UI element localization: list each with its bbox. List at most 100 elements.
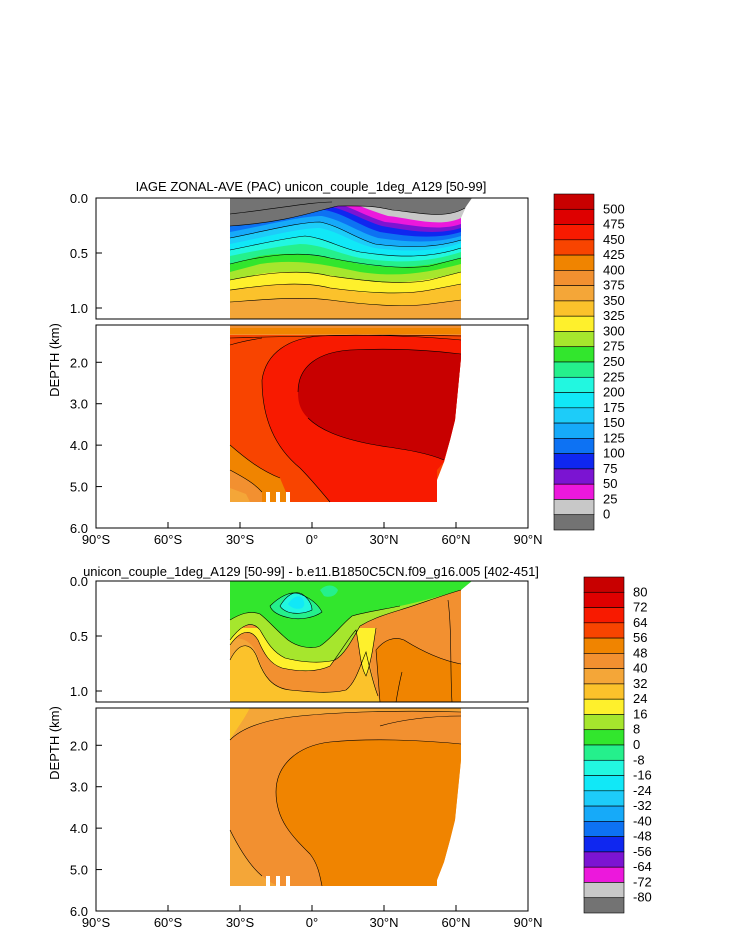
colorbar-swatch: [553, 270, 595, 286]
panel-1-title: IAGE ZONAL-AVE (PAC) unicon_couple_1deg_…: [136, 179, 487, 194]
colorbar-label: 100: [603, 446, 625, 461]
colorbar-swatch: [583, 576, 625, 593]
y-tick-label: 6.0: [70, 904, 88, 919]
colorbar-swatch: [553, 300, 595, 317]
panel-2-ylabel: DEPTH (km): [47, 706, 62, 780]
colorbar-swatch: [553, 331, 595, 348]
colorbar-swatch: [583, 805, 625, 822]
colorbar-label: 0: [633, 737, 640, 752]
colorbar-swatch: [553, 499, 595, 516]
x-tick-label: 0°: [306, 532, 318, 547]
colorbar-label: 24: [633, 691, 647, 706]
colorbar-label: -8: [633, 752, 645, 767]
y-tick-label: 1.0: [70, 684, 88, 699]
colorbar-swatch: [583, 607, 625, 624]
panel-2-upper-frame: [95, 580, 529, 703]
colorbar-label: 475: [603, 217, 625, 232]
colorbar-swatch: [583, 729, 625, 746]
x-tick-label: 0°: [306, 915, 318, 930]
colorbar-label: -48: [633, 829, 652, 844]
x-tick-label: 90°S: [82, 915, 111, 930]
colorbar-label: 125: [603, 430, 625, 445]
y-tick-label: 6.0: [70, 521, 88, 536]
colorbar-label: 16: [633, 706, 647, 721]
colorbar-swatch: [553, 407, 595, 424]
colorbar-label: 0: [603, 507, 610, 522]
colorbar-label: 64: [633, 615, 647, 630]
colorbar-swatch: [583, 790, 625, 807]
colorbar-label: -40: [633, 813, 652, 828]
colorbar-label: 80: [633, 584, 647, 599]
x-tick-label: 60°S: [154, 532, 183, 547]
panel-1-colorbar: 5004754504254003753503253002752502252001…: [553, 193, 625, 531]
colorbar-swatch: [583, 698, 625, 715]
colorbar-label: -64: [633, 859, 652, 874]
colorbar-swatch: [553, 315, 595, 332]
x-tick-label: 90°N: [513, 915, 542, 930]
colorbar-swatch: [583, 622, 625, 639]
colorbar-label: 8: [633, 722, 640, 737]
colorbar-label: 425: [603, 247, 625, 262]
x-tick-label: 30°S: [226, 532, 255, 547]
x-tick-label: 60°S: [154, 915, 183, 930]
colorbar-swatch: [553, 224, 595, 241]
colorbar-swatch: [553, 483, 595, 500]
colorbar-label: -72: [633, 874, 652, 889]
y-tick-label: 3.0: [70, 780, 88, 795]
y-tick-label: 4.0: [70, 821, 88, 836]
colorbar-swatch: [553, 514, 595, 531]
colorbar-label: 75: [603, 461, 617, 476]
y-tick-label: 0.5: [70, 246, 88, 261]
colorbar-label: 32: [633, 676, 647, 691]
y-tick-label: 2.0: [70, 738, 88, 753]
colorbar-label: 50: [603, 476, 617, 491]
panel-2-lower-field: [229, 708, 462, 887]
colorbar-swatch: [583, 683, 625, 700]
colorbar-swatch: [553, 453, 595, 470]
colorbar-swatch: [553, 438, 595, 454]
colorbar-label: 40: [633, 661, 647, 676]
colorbar-label: 250: [603, 354, 625, 369]
x-tick-label: 90°S: [82, 532, 111, 547]
x-tick-label: 30°N: [369, 532, 398, 547]
panel-1-upper-field: [229, 198, 472, 319]
colorbar-swatch: [583, 714, 625, 731]
panel-2-x-axis: 90°S 60°S 30°S 0° 30°N 60°N 90°N: [82, 905, 543, 930]
colorbar-label: 225: [603, 369, 625, 384]
panel-2-upper-field: [229, 581, 472, 702]
colorbar-swatch: [583, 821, 625, 837]
colorbar-swatch: [583, 653, 625, 669]
colorbar-swatch: [553, 193, 595, 210]
colorbar-swatch: [583, 759, 625, 776]
colorbar-swatch: [553, 376, 595, 393]
colorbar-swatch: [553, 254, 595, 271]
panel-1: IAGE ZONAL-AVE (PAC) unicon_couple_1deg_…: [47, 179, 625, 547]
panel-2: unicon_couple_1deg_A129 [50-99] - b.e11.…: [47, 564, 652, 930]
colorbar-label: 48: [633, 645, 647, 660]
colorbar-swatch: [553, 361, 595, 378]
colorbar-label: 275: [603, 339, 625, 354]
colorbar-label: 150: [603, 415, 625, 430]
colorbar-label: -56: [633, 844, 652, 859]
panel-2-colorbar: 80726456484032241680-8-16-24-32-40-48-56…: [583, 576, 652, 914]
colorbar-swatch: [583, 836, 625, 853]
x-tick-label: 60°N: [441, 532, 470, 547]
colorbar-label: 325: [603, 308, 625, 323]
colorbar-label: 500: [603, 201, 625, 216]
y-tick-label: 4.0: [70, 438, 88, 453]
colorbar-swatch: [583, 637, 625, 654]
y-tick-label: 1.0: [70, 301, 88, 316]
y-tick-label: 2.0: [70, 355, 88, 370]
colorbar-swatch: [553, 468, 595, 485]
colorbar-swatch: [583, 897, 625, 914]
colorbar-label: -32: [633, 798, 652, 813]
colorbar-label: 350: [603, 293, 625, 308]
colorbar-swatch: [583, 882, 625, 899]
colorbar-swatch: [553, 239, 595, 256]
x-tick-label: 30°N: [369, 915, 398, 930]
x-tick-label: 90°N: [513, 532, 542, 547]
y-tick-label: 5.0: [70, 480, 88, 495]
colorbar-swatch: [583, 851, 625, 868]
colorbar-swatch: [583, 591, 625, 608]
